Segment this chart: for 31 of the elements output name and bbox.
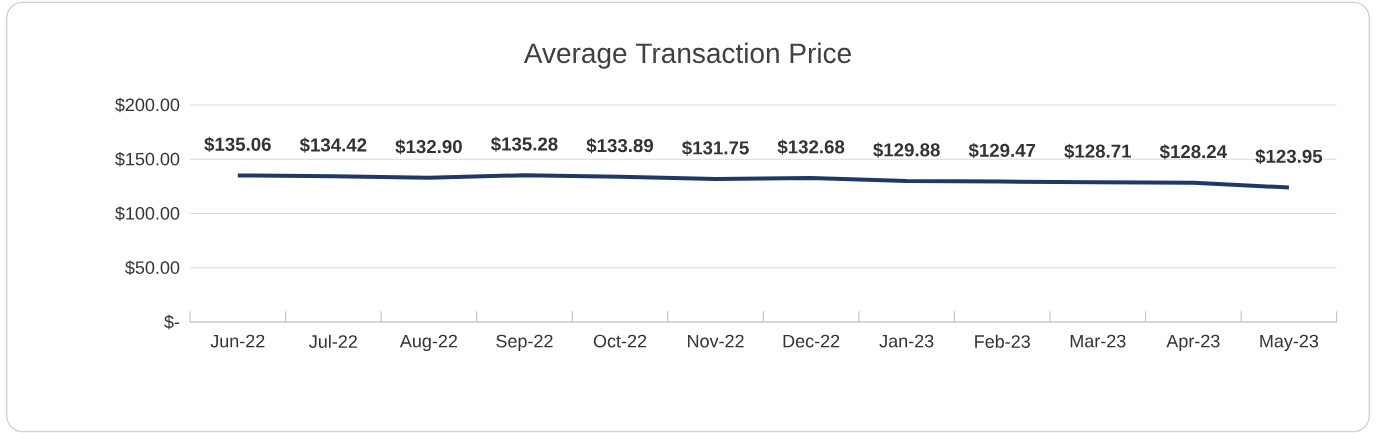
y-tick-label: $150.00 — [115, 151, 180, 167]
x-tick-label: Apr-23 — [1166, 334, 1220, 352]
y-tick-label: $- — [164, 314, 180, 330]
x-tick-label: Oct-22 — [593, 334, 647, 348]
line-series — [235, 173, 1291, 190]
data-label: $129.47 — [968, 142, 1036, 159]
x-tick-label: Aug-22 — [399, 334, 458, 352]
chart-title: Average Transaction Price — [523, 42, 851, 69]
x-tick-label: Jan-23 — [879, 334, 934, 348]
y-tick-label: $200.00 — [115, 97, 180, 113]
x-tick-label: Feb-23 — [975, 334, 1030, 348]
data-label: $135.28 — [490, 136, 558, 152]
data-label: $128.71 — [1064, 143, 1131, 159]
data-label: $129.88 — [873, 142, 940, 158]
x-tick-label: Nov-22 — [688, 334, 744, 348]
data-label: $128.24 — [1159, 144, 1227, 160]
data-label: $133.89 — [586, 138, 654, 154]
data-label: $131.75 — [682, 140, 749, 156]
x-tick-label: Mar-23 — [1070, 334, 1126, 348]
data-label: $132.68 — [777, 139, 845, 155]
x-tick-label: Sep-22 — [496, 334, 553, 352]
y-tick-label: $100.00 — [115, 206, 180, 221]
x-tick-label: Jun-22 — [210, 334, 265, 348]
data-label: $123.95 — [1255, 148, 1323, 165]
data-label: $132.90 — [395, 139, 462, 155]
data-label: $135.06 — [204, 136, 271, 153]
x-tick-label: May-23 — [1260, 334, 1319, 352]
x-tick-label: Dec-22 — [783, 334, 840, 348]
y-tick-label: $50.00 — [125, 260, 180, 276]
data-label: $134.42 — [299, 137, 367, 153]
x-tick-label: Jul-22 — [309, 334, 357, 348]
